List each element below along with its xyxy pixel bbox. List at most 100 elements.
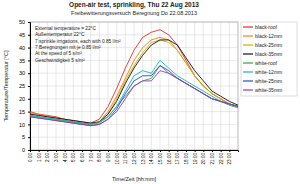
x-tick-label: 17:00 xyxy=(175,153,180,165)
x-tick: 6:00 xyxy=(80,150,85,162)
y-tick-label: 30 xyxy=(19,70,25,76)
y-tick: 10 xyxy=(19,122,30,128)
y-tick-label: 25 xyxy=(19,83,25,89)
x-axis-title: Time/Zeit [hh:mm] xyxy=(112,176,157,182)
grid-line-x xyxy=(151,22,152,150)
x-tick-label: 14:00 xyxy=(149,153,154,165)
annotations: External temperature = 22°CAußentemperat… xyxy=(35,26,121,63)
x-tick: 8:00 xyxy=(97,150,102,162)
x-tick-mark xyxy=(99,150,100,152)
legend-box xyxy=(241,22,297,96)
y-tick: 45 xyxy=(19,32,30,38)
y-tick-label: 10 xyxy=(19,122,25,128)
legend-swatch xyxy=(243,80,253,81)
x-tick: 9:00 xyxy=(106,150,111,162)
x-tick-label: 13:00 xyxy=(141,153,146,165)
x-tick-label: 0:00 xyxy=(28,153,33,162)
y-tick: 40 xyxy=(19,45,30,51)
subtitle: Freibewitterungsversuch Beregnung Do 22.… xyxy=(71,10,197,16)
y-tick-mark xyxy=(28,35,30,36)
x-tick-label: 15:00 xyxy=(158,153,163,165)
x-tick-mark xyxy=(229,150,230,152)
y-tick-label: 35 xyxy=(19,58,25,64)
x-tick: 16:00 xyxy=(167,150,172,165)
x-tick: 21:00 xyxy=(210,150,215,165)
x-tick-label: 21:00 xyxy=(210,153,215,165)
legend-label: white-25mm xyxy=(255,78,282,84)
y-tick-mark xyxy=(28,99,30,100)
x-tick-label: 9:00 xyxy=(106,153,111,162)
x-tick-mark xyxy=(151,150,152,152)
chart-svg: Open-air test, sprinkling, Thu 22 Aug 20… xyxy=(0,0,300,184)
x-tick-mark xyxy=(117,150,118,152)
x-tick-label: 11:00 xyxy=(123,153,128,165)
x-tick-mark xyxy=(91,150,92,152)
legend-entry: white-roof xyxy=(243,60,278,66)
legend-entry: white-25mm xyxy=(243,78,282,84)
series-line xyxy=(30,40,238,124)
x-tick: 13:00 xyxy=(141,150,146,165)
x-tick: 2:00 xyxy=(45,150,50,162)
x-tick: 20:00 xyxy=(201,150,206,165)
legend-swatch xyxy=(243,53,253,54)
y-tick: 5 xyxy=(22,134,30,140)
y-axis-line xyxy=(28,23,31,151)
x-tick: 15:00 xyxy=(158,150,163,165)
legend-swatch xyxy=(243,71,253,72)
x-tick-label: 16:00 xyxy=(167,153,172,165)
legend-label: black-25mm xyxy=(255,42,282,48)
x-tick: 12:00 xyxy=(132,150,137,165)
x-tick: 3:00 xyxy=(54,150,59,162)
chart-container: Open-air test, sprinkling, Thu 22 Aug 20… xyxy=(0,0,300,184)
y-tick: 25 xyxy=(19,83,30,89)
x-tick-label: 3:00 xyxy=(54,153,59,162)
background xyxy=(0,0,300,184)
x-tick-label: 1:00 xyxy=(37,153,42,162)
y-tick-label: 0 xyxy=(22,147,25,153)
x-tick-mark xyxy=(47,150,48,152)
x-tick-mark xyxy=(30,150,31,152)
grid-line-x xyxy=(160,22,161,150)
y-tick: 30 xyxy=(19,70,30,76)
y-tick: 50 xyxy=(19,19,30,25)
x-tick: 18:00 xyxy=(184,150,189,165)
y-tick-mark xyxy=(28,137,30,138)
x-tick: 5:00 xyxy=(71,150,76,162)
x-tick-mark xyxy=(195,150,196,152)
y-tick-mark xyxy=(28,150,30,151)
x-tick: 17:00 xyxy=(175,150,180,165)
y-tick: 15 xyxy=(19,109,30,115)
x-tick-mark xyxy=(203,150,204,152)
annotation: At the speed of 5 s/m² xyxy=(35,51,82,56)
x-tick: 0:00 xyxy=(28,150,33,162)
annotation: External temperature = 22°C xyxy=(35,26,97,31)
legend-swatch xyxy=(243,62,253,63)
y-tick-mark xyxy=(28,124,30,125)
x-tick-mark xyxy=(212,150,213,152)
x-tick-label: 10:00 xyxy=(115,153,120,165)
legend-swatch xyxy=(243,89,253,90)
legend-entry: white-35mm xyxy=(243,87,282,93)
x-tick-label: 22:00 xyxy=(219,153,224,165)
y-tick: 20 xyxy=(19,96,30,102)
x-axis: 0:00 1:002:00 3:00 4:005:00 6:00 7:008:00 9:00… xyxy=(28,150,239,165)
x-tick-label: 8:00 xyxy=(97,153,102,162)
x-tick-mark xyxy=(73,150,74,152)
legend-swatch xyxy=(243,26,253,27)
grid xyxy=(30,22,238,150)
legend-label: white-roof xyxy=(255,60,278,66)
legend-label: black-12mm xyxy=(255,33,282,39)
annotation: Geschwindigkeit 5 s/m² xyxy=(35,58,85,63)
x-tick-label: 19:00 xyxy=(193,153,198,165)
series-line xyxy=(30,66,238,125)
legend-swatch xyxy=(243,35,253,36)
grid-line-x xyxy=(177,22,178,150)
x-tick-label: 12:00 xyxy=(132,153,137,165)
x-tick: 7:00 xyxy=(89,150,94,162)
legend-entry: white-12mm xyxy=(243,69,282,75)
x-tick: 4:00 xyxy=(63,150,68,162)
x-tick: 23:00 xyxy=(227,150,232,165)
x-tick-mark xyxy=(125,150,126,152)
grid-line-x xyxy=(229,22,230,150)
x-tick-mark xyxy=(143,150,144,152)
